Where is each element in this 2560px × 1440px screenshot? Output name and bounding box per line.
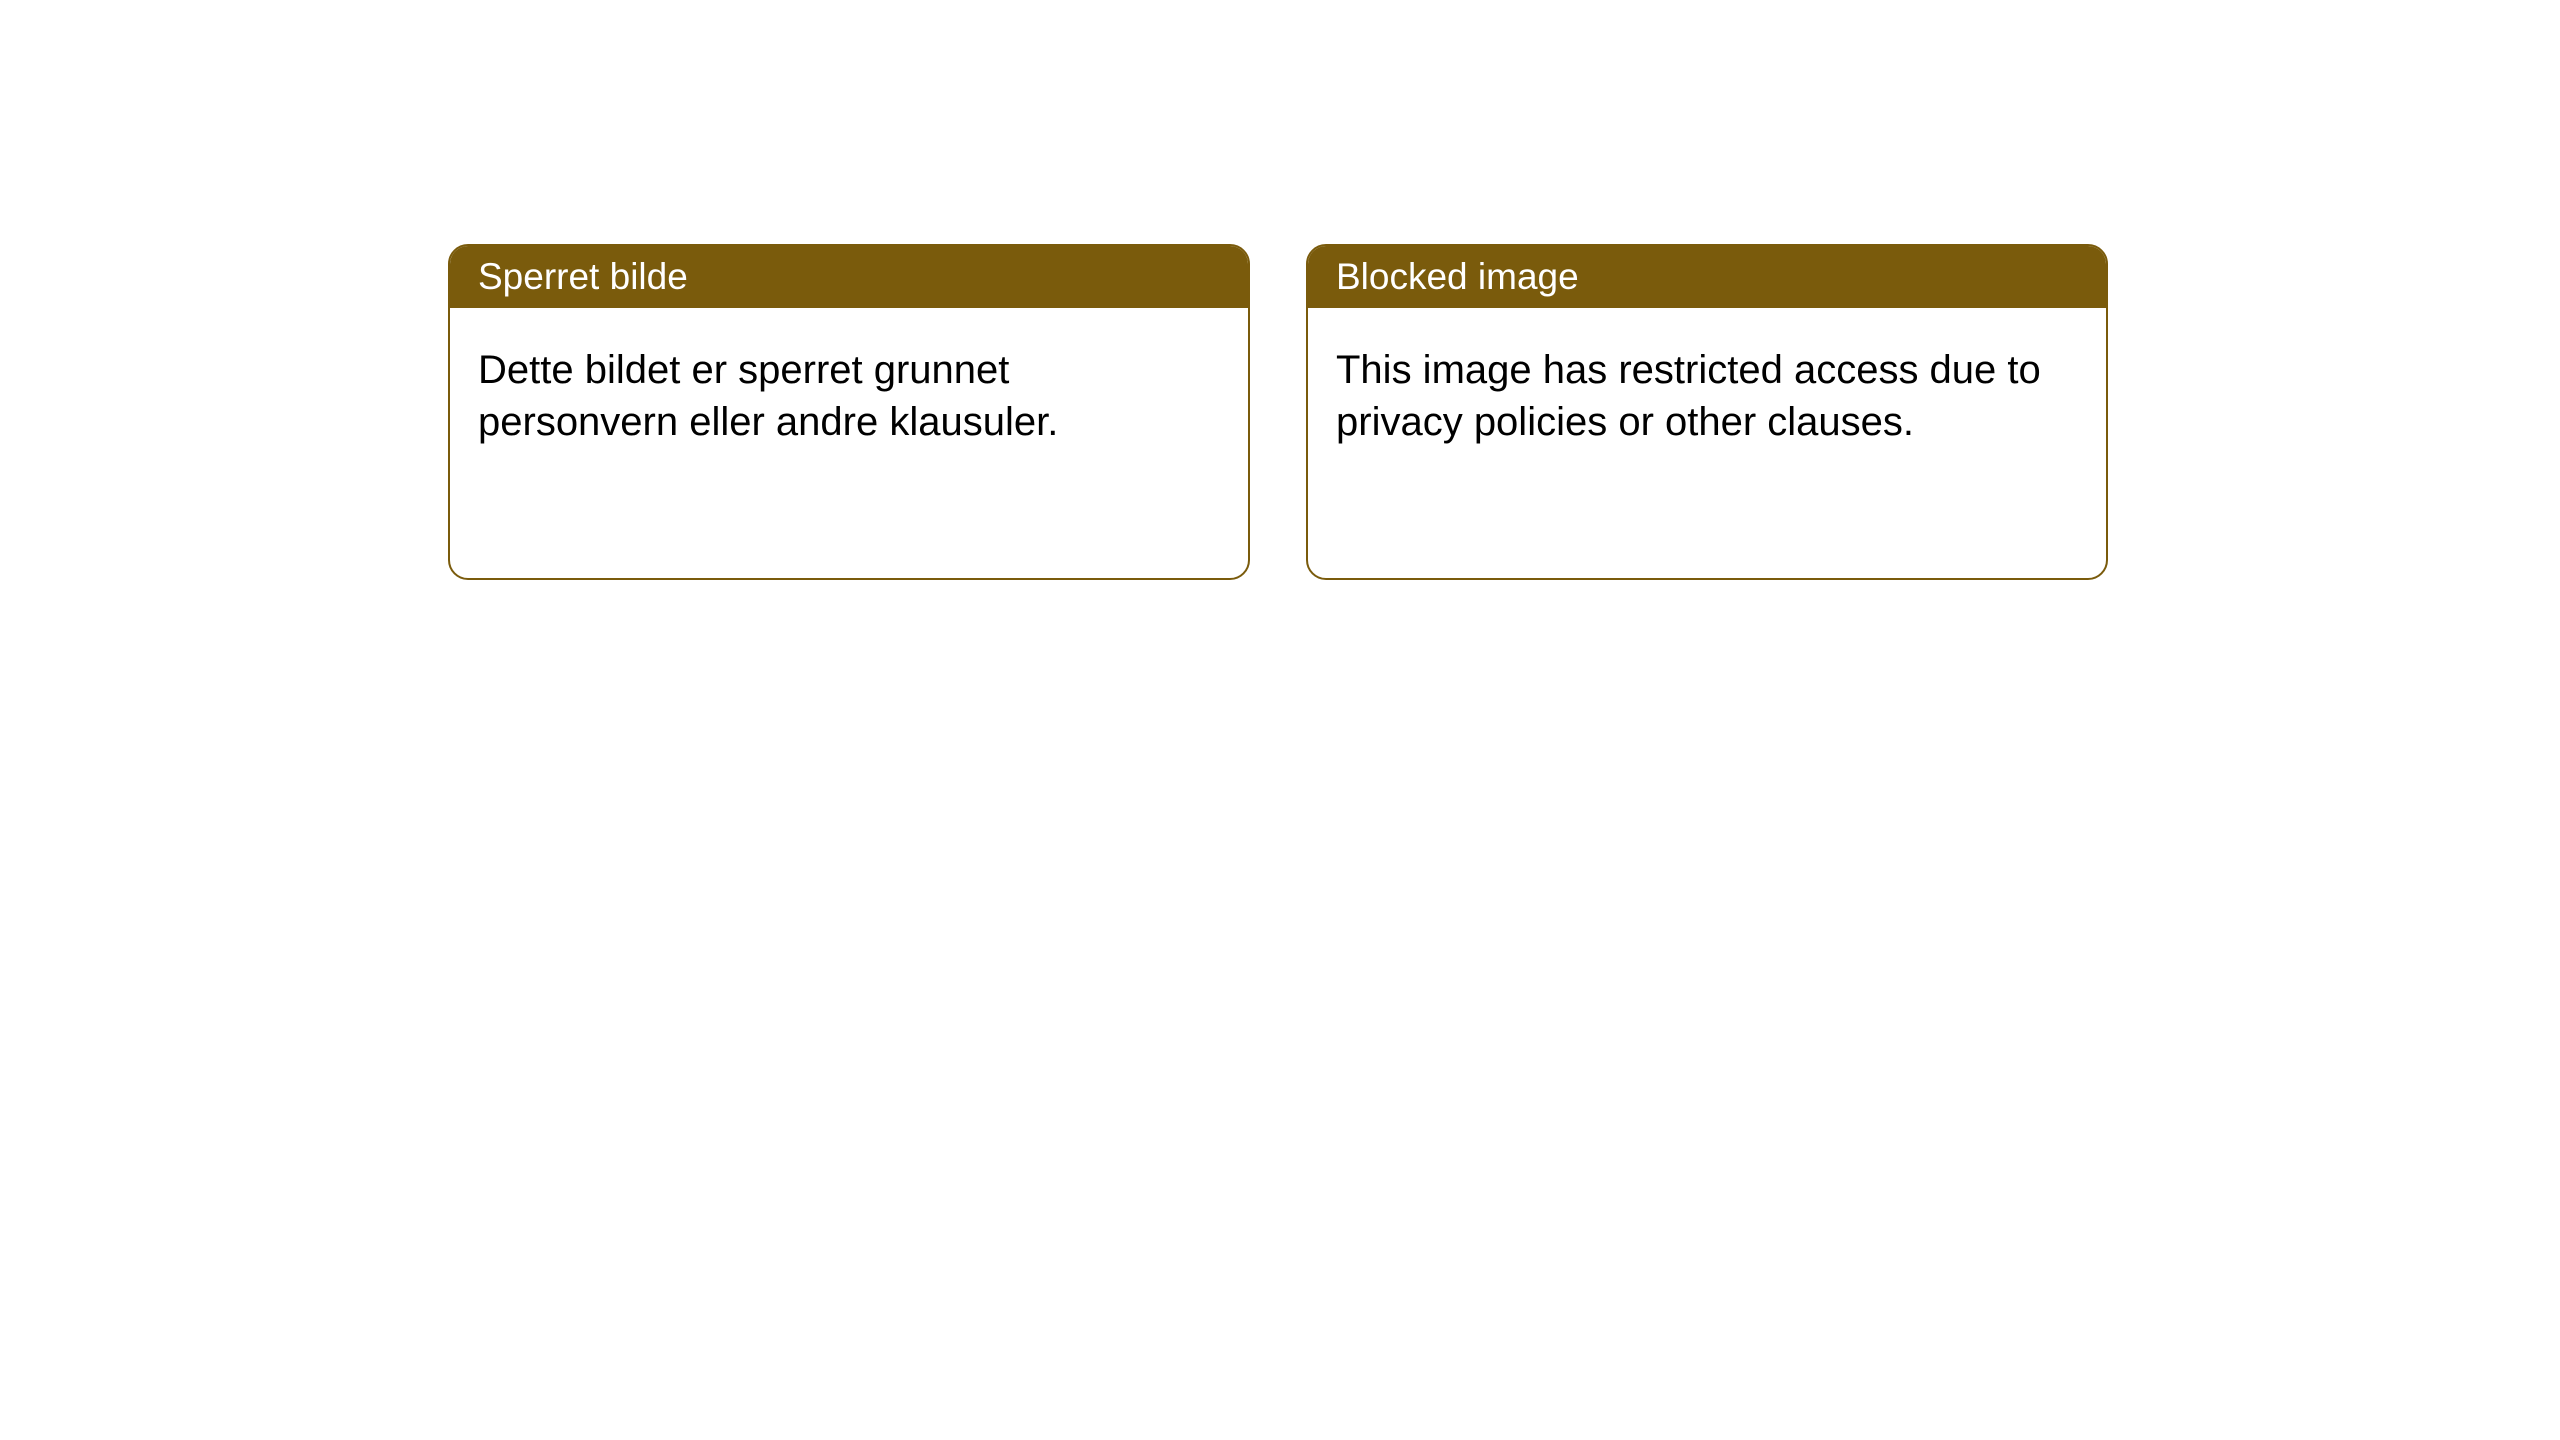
notice-header: Sperret bilde: [450, 246, 1248, 308]
notice-card-norwegian: Sperret bilde Dette bildet er sperret gr…: [448, 244, 1250, 580]
notice-body: Dette bildet er sperret grunnet personve…: [450, 308, 1248, 578]
notice-container: Sperret bilde Dette bildet er sperret gr…: [448, 244, 2108, 580]
notice-body: This image has restricted access due to …: [1308, 308, 2106, 578]
notice-card-english: Blocked image This image has restricted …: [1306, 244, 2108, 580]
notice-header: Blocked image: [1308, 246, 2106, 308]
